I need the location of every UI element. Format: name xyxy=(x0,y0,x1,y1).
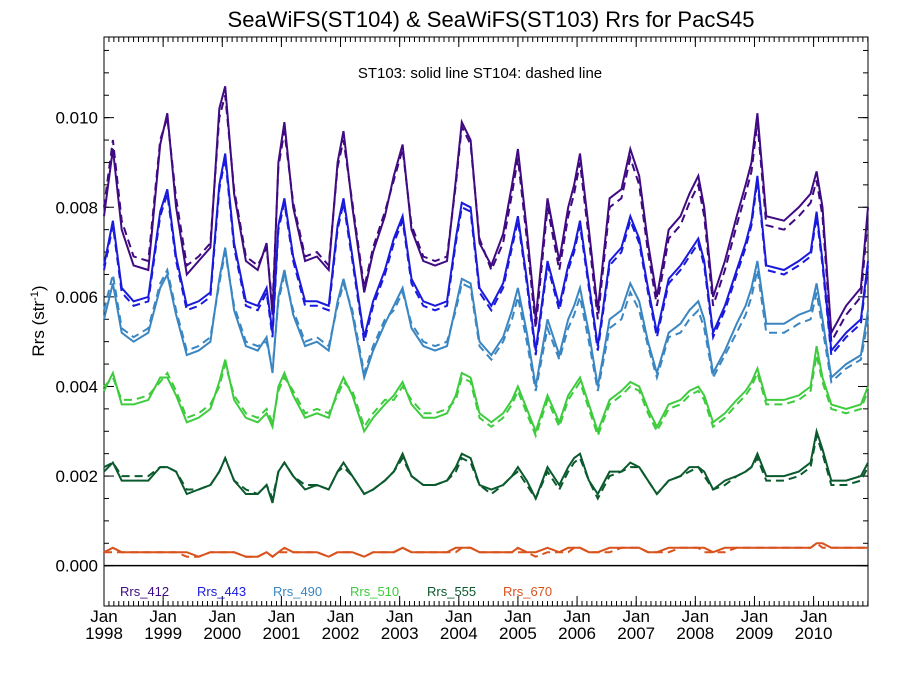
rrs-555-st104-line xyxy=(103,431,869,502)
x-tick-year-label: 2010 xyxy=(795,624,833,643)
legend: Rrs_412 Rrs_443 Rrs_490 Rrs_510 Rrs_555 Rrs_6… xyxy=(120,584,552,599)
y-axis-label-main: Rrs (str xyxy=(29,301,48,357)
y-tick-label: 0.000 xyxy=(55,557,98,576)
y-axis-label-close: ) xyxy=(29,285,48,291)
rrs-670-st104-line xyxy=(104,542,868,558)
rrs-670-st103-line xyxy=(103,542,868,558)
x-axis: Jan1998Jan1999Jan2000Jan2001Jan2002Jan20… xyxy=(85,37,869,643)
y-axis-label: Rrs (str-1) xyxy=(29,285,48,356)
x-tick-month-label: Jan xyxy=(741,607,768,626)
legend-item-rrs-490: Rrs_490 xyxy=(273,584,322,599)
x-tick-month-label: Jan xyxy=(268,607,295,626)
x-tick-month-label: Jan xyxy=(563,607,590,626)
x-tick-month-label: Jan xyxy=(682,607,709,626)
y-tick-label: 0.008 xyxy=(55,198,98,217)
x-tick-month-label: Jan xyxy=(622,607,649,626)
x-tick-year-label: 2008 xyxy=(676,624,714,643)
x-tick-month-label: Jan xyxy=(149,607,176,626)
chart-title: SeaWiFS(ST104) & SeaWiFS(ST103) Rrs for … xyxy=(228,7,755,32)
x-tick-year-label: 2005 xyxy=(499,624,537,643)
legend-item-rrs-510: Rrs_510 xyxy=(350,584,399,599)
x-tick-month-label: Jan xyxy=(90,607,117,626)
legend-item-rrs-555: Rrs_555 xyxy=(427,584,476,599)
x-tick-year-label: 1999 xyxy=(144,624,182,643)
y-axis-label-superscript: -1 xyxy=(29,291,41,301)
line-style-annotation: ST103: solid line ST104: dashed line xyxy=(358,65,602,82)
legend-item-rrs-670: Rrs_670 xyxy=(503,584,552,599)
y-tick-label: 0.002 xyxy=(55,467,98,486)
rrs-555-st103-line xyxy=(103,427,869,504)
x-tick-year-label: 2003 xyxy=(381,624,419,643)
x-tick-year-label: 2006 xyxy=(558,624,596,643)
x-tick-year-label: 2007 xyxy=(617,624,655,643)
series-layer xyxy=(103,86,869,558)
x-tick-year-label: 2000 xyxy=(203,624,241,643)
rrs-510-st104-line xyxy=(103,354,869,439)
x-tick-year-label: 1998 xyxy=(85,624,123,643)
x-tick-month-label: Jan xyxy=(445,607,472,626)
x-tick-month-label: Jan xyxy=(800,607,827,626)
x-tick-month-label: Jan xyxy=(209,607,236,626)
y-axis: 0.000 0.002 0.004 0.006 0.008 0.010 xyxy=(55,49,868,576)
rrs-412-st103-line xyxy=(103,86,869,337)
rrs-443-st103-line xyxy=(103,153,869,354)
y-tick-label: 0.006 xyxy=(55,288,98,307)
legend-item-rrs-412: Rrs_412 xyxy=(120,584,169,599)
x-tick-year-label: 2002 xyxy=(322,624,360,643)
x-tick-year-label: 2001 xyxy=(262,624,300,643)
legend-item-rrs-443: Rrs_443 xyxy=(197,584,246,599)
y-tick-label: 0.010 xyxy=(55,109,98,128)
x-tick-year-label: 2009 xyxy=(736,624,774,643)
x-tick-year-label: 2004 xyxy=(440,624,478,643)
x-tick-month-label: Jan xyxy=(327,607,354,626)
x-tick-month-label: Jan xyxy=(504,607,531,626)
rrs-490-st104-line xyxy=(103,251,869,392)
rrs-510-st103-line xyxy=(103,345,869,435)
rrs-490-st103-line xyxy=(103,247,869,387)
x-tick-month-label: Jan xyxy=(386,607,413,626)
y-tick-label: 0.004 xyxy=(55,377,98,396)
